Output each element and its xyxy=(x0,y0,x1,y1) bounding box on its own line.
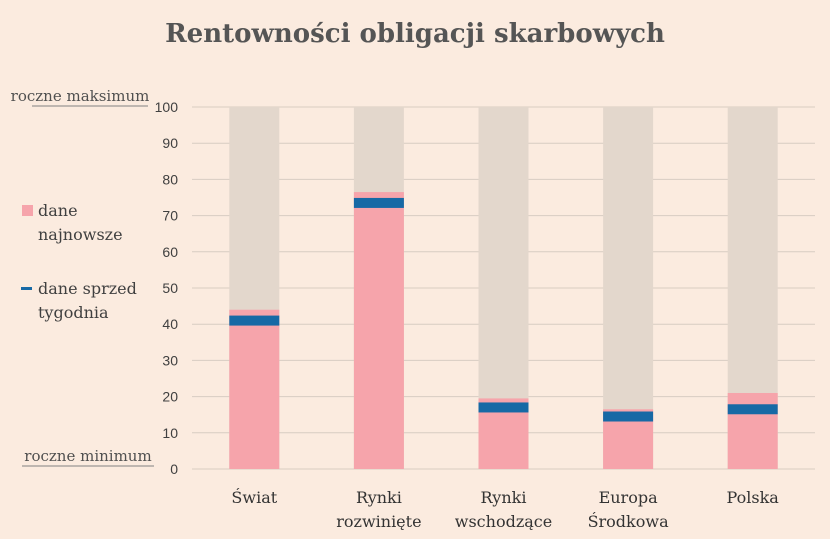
y-tick-label: 0 xyxy=(170,461,178,477)
week-ago-marker xyxy=(353,197,404,208)
y-tick-label: 60 xyxy=(162,244,178,260)
y-tick-label: 80 xyxy=(162,171,178,187)
range-bar xyxy=(603,107,654,469)
category-label: Świat xyxy=(231,487,277,507)
category-label: wschodzące xyxy=(455,512,552,531)
legend-swatch-week-ago xyxy=(21,287,32,290)
y-tick-label: 10 xyxy=(162,425,178,441)
y-axis-ticks: 0 10 20 30 40 50 60 70 80 90 100 xyxy=(155,99,179,477)
latest-bar xyxy=(353,192,404,469)
range-max-label: roczne maksimum xyxy=(11,87,150,105)
y-tick-label: 40 xyxy=(162,316,178,332)
category-label: Rynki xyxy=(356,488,402,507)
legend-label: dane sprzed xyxy=(38,279,137,298)
week-ago-marker xyxy=(229,315,280,326)
range-min-label: roczne minimum xyxy=(24,447,151,465)
category-label: Polska xyxy=(727,488,780,507)
category-label: Środkowa xyxy=(588,511,670,531)
category-labels: Świat Rynki rozwinięte Rynki wschodzące Europ… xyxy=(231,487,779,531)
week-ago-marker xyxy=(478,402,529,413)
legend-swatch-latest xyxy=(22,205,33,216)
category-label: rozwinięte xyxy=(336,512,421,531)
legend-label: dane xyxy=(38,201,78,220)
week-ago-marker xyxy=(603,411,654,422)
latest-bar xyxy=(229,309,280,469)
y-tick-label: 70 xyxy=(162,208,178,224)
bars xyxy=(229,107,778,469)
week-ago-marker xyxy=(727,404,778,415)
y-tick-label: 100 xyxy=(155,99,179,115)
chart-title: Rentowności obligacji skarbowych xyxy=(165,19,665,49)
legend: dane najnowsze dane sprzed tygodnia xyxy=(21,201,137,322)
category-label: Rynki xyxy=(481,488,527,507)
legend-label: tygodnia xyxy=(38,303,109,322)
range-labels: roczne maksimum roczne minimum xyxy=(11,87,154,467)
legend-label: najnowsze xyxy=(38,225,123,244)
y-tick-label: 50 xyxy=(162,280,178,296)
y-tick-label: 20 xyxy=(162,389,178,405)
category-label: Europa xyxy=(599,488,659,507)
y-tick-label: 90 xyxy=(162,135,178,151)
y-tick-label: 30 xyxy=(162,352,178,368)
